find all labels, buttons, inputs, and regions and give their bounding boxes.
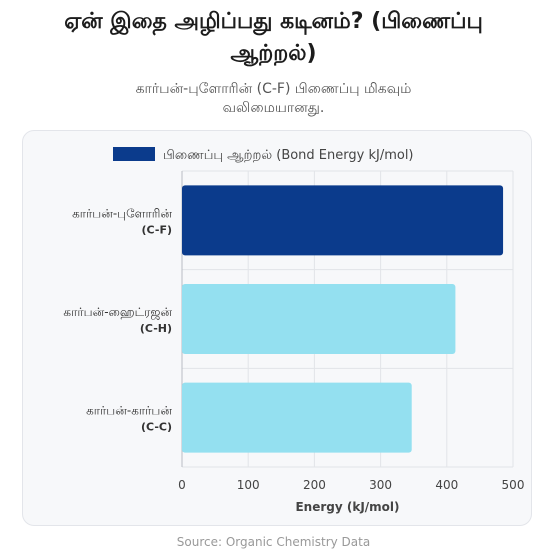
x-tick-label: 300 — [369, 478, 392, 492]
bar — [182, 185, 504, 256]
x-tick-label: 200 — [303, 478, 326, 492]
legend-swatch — [113, 147, 155, 161]
x-tick-label: 500 — [502, 478, 525, 492]
x-axis-label: Energy (kJ/mol) — [295, 500, 399, 514]
title-line-2: ஆற்றல்) — [230, 41, 317, 66]
x-tick-label: 100 — [237, 478, 260, 492]
x-tick-label: 0 — [178, 478, 186, 492]
y-category-label: கார்பன்-ஹைட்ரஜன் — [63, 305, 172, 320]
chart-card: பிணைப்பு ஆற்றல் (Bond Energy kJ/mol) 0 100… — [22, 130, 532, 526]
source-note: Source: Organic Chemistry Data — [176, 535, 371, 549]
subtitle-line-2: வலிமையானது. — [222, 100, 325, 116]
y-category-label: கார்பன்-புளோரின் — [72, 206, 172, 220]
y-category-code: (C-H) — [140, 322, 172, 335]
legend-label: பிணைப்பு ஆற்றல் (Bond Energy kJ/mol) — [163, 148, 414, 163]
title-line-1: ஏன் இதை அழிப்பது கடினம்? (பிணைப்பு — [64, 9, 483, 34]
bar — [182, 382, 412, 453]
subtitle-line-1: கார்பன்-புளோரின் (C-F) பிணைப்பு மிகவும் — [135, 81, 412, 97]
bond-energy-chart: பிணைப்பு ஆற்றல் (Bond Energy kJ/mol) 0 100… — [63, 147, 525, 514]
y-category-code: (C-C) — [141, 421, 172, 434]
x-tick-label: 400 — [435, 478, 458, 492]
bar — [182, 284, 456, 354]
y-category-label: கார்பன்-கார்பன் — [86, 404, 172, 418]
page-subtitle: கார்பன்-புளோரின் (C-F) பிணைப்பு மிகவும் … — [0, 80, 547, 118]
page-title: ஏன் இதை அழிப்பது கடினம்? (பிணைப்பு ஆற்றல… — [0, 6, 547, 70]
y-category-code: (C-F) — [142, 223, 172, 236]
